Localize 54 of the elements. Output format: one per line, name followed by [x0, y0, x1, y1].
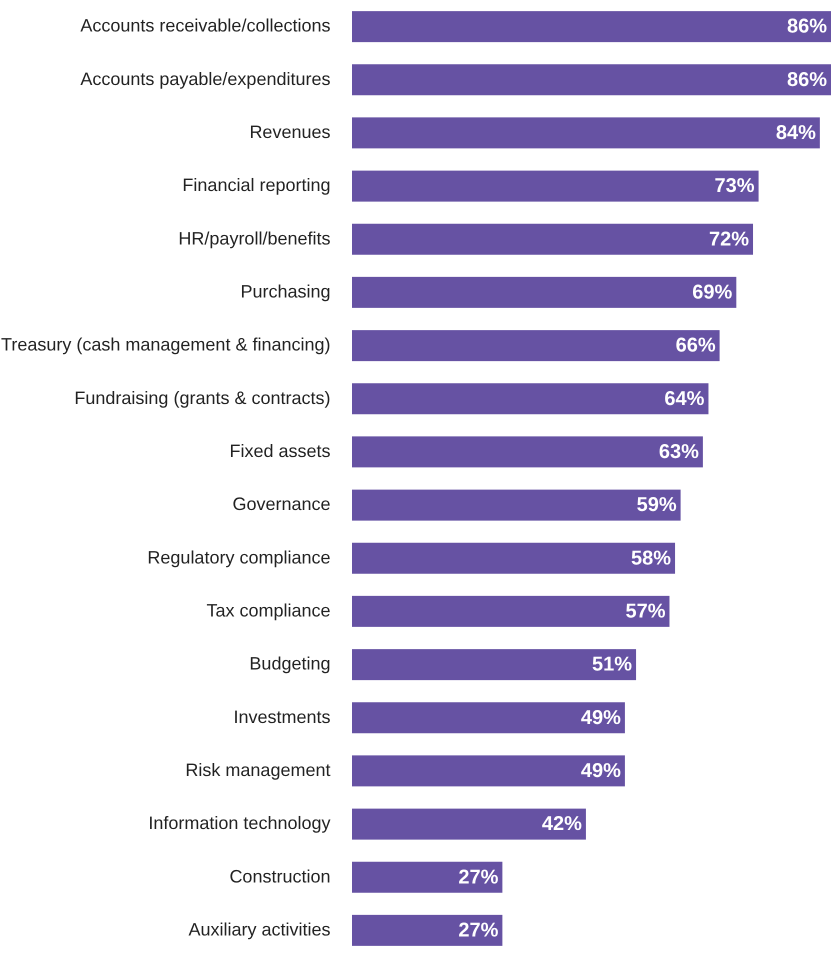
data-label: 63%: [658, 440, 700, 463]
data-label: 72%: [708, 228, 750, 250]
data-label: 86%: [786, 16, 828, 38]
y-tick-label: Construction: [229, 866, 330, 886]
bar: [352, 490, 681, 521]
y-tick-label: Revenues: [249, 122, 330, 142]
bar: [352, 330, 720, 362]
bar: [352, 117, 820, 148]
data-label: 42%: [542, 813, 582, 836]
bar: [352, 808, 586, 840]
data-label: 64%: [664, 388, 705, 410]
data-label: 66%: [676, 334, 716, 357]
y-tick-label: Regulatory compliance: [147, 547, 330, 568]
bar: [352, 436, 703, 468]
data-label: 57%: [625, 600, 666, 622]
y-tick-label: Accounts receivable/collections: [80, 16, 330, 36]
data-label: 49%: [580, 706, 622, 729]
bar: [352, 914, 502, 946]
data-label: 73%: [714, 175, 755, 198]
bar: [352, 862, 502, 893]
y-tick-label: Risk management: [185, 760, 330, 780]
bar: [352, 542, 676, 574]
y-tick-label: Accounts payable/expenditures: [80, 68, 330, 89]
bar: [352, 702, 625, 734]
y-tick-label: Fundraising (grants & contracts): [74, 388, 330, 408]
y-tick-label: HR/payroll/benefits: [178, 228, 330, 248]
bar: [352, 224, 754, 255]
y-tick-label: Financial reporting: [182, 175, 330, 196]
data-label: 84%: [776, 122, 816, 144]
data-label: 51%: [592, 654, 632, 676]
bar: [352, 64, 831, 96]
y-tick-label: Auxiliary activities: [188, 919, 330, 940]
bar: [352, 11, 831, 42]
data-label: 69%: [692, 281, 733, 304]
data-label: 59%: [636, 494, 677, 516]
bar: [352, 649, 636, 680]
y-tick-label: Tax compliance: [206, 600, 330, 620]
bar: [352, 755, 625, 786]
data-label: 27%: [458, 919, 499, 942]
data-label: 27%: [458, 866, 499, 888]
y-tick-label: Purchasing: [240, 281, 330, 302]
bar: [352, 170, 759, 202]
y-tick-label: Treasury (cash management & financing): [1, 334, 330, 355]
data-label: 86%: [786, 68, 828, 91]
y-tick-label: Budgeting: [249, 654, 330, 674]
data-label: 49%: [580, 760, 622, 782]
bar: [352, 596, 670, 627]
y-tick-label: Information technology: [148, 813, 330, 834]
y-tick-label: Investments: [233, 706, 330, 727]
y-tick-label: Fixed assets: [229, 440, 330, 461]
bar: [352, 383, 708, 414]
y-tick-label: Governance: [232, 494, 330, 514]
data-label: 58%: [631, 547, 672, 570]
bar: [352, 276, 736, 308]
